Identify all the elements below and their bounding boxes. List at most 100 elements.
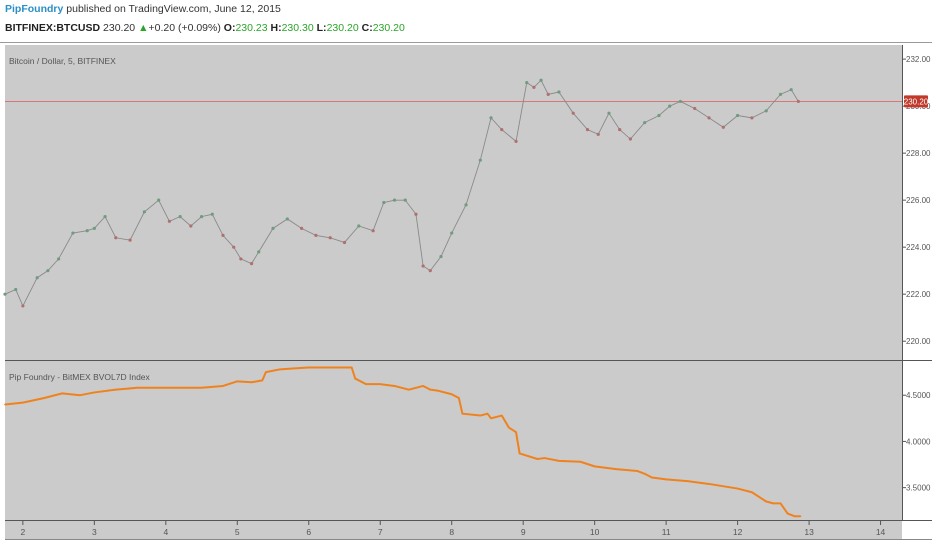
- price-point: [571, 111, 575, 115]
- price-point: [668, 104, 672, 108]
- low-label: L:: [316, 22, 327, 34]
- x-tick-label: 4: [163, 527, 168, 537]
- price-point: [300, 226, 304, 230]
- price-point: [271, 226, 275, 230]
- price-y-tick-label: 232.00: [906, 55, 931, 64]
- bvol-index-point: [236, 380, 239, 383]
- price-point: [464, 203, 468, 207]
- bvol-index-line: [4, 366, 801, 518]
- x-tick-label: 14: [876, 527, 886, 537]
- price-point: [607, 111, 611, 115]
- price-point: [92, 226, 96, 230]
- bvol-index-point: [500, 414, 503, 417]
- price-pane[interactable]: [5, 45, 902, 360]
- bvol-index-point: [261, 379, 264, 382]
- x-tick-label: 10: [590, 527, 600, 537]
- price-point: [199, 215, 204, 219]
- last-price: 230.20: [103, 22, 136, 34]
- bvol-index-point: [515, 431, 517, 433]
- bvol-index-point: [114, 388, 117, 391]
- x-axis-bar[interactable]: [5, 521, 902, 539]
- low-value: 230.20: [326, 22, 359, 34]
- bvol-index-point: [579, 460, 582, 463]
- bvol-index-point: [751, 491, 753, 494]
- price-point: [721, 125, 725, 129]
- price-point: [764, 109, 768, 113]
- indicator-series: [4, 366, 802, 518]
- price-point: [371, 229, 375, 233]
- price-point: [439, 254, 443, 259]
- price-point: [103, 215, 107, 219]
- bvol-index-point: [336, 366, 339, 369]
- x-tick-label: 12: [733, 527, 743, 537]
- symbol-info-line: BITFINEX:BTCUSD 230.20 ▲+0.20 (+0.09%) O…: [5, 22, 405, 34]
- x-tick-label: 3: [92, 527, 97, 537]
- x-tick-label: 6: [306, 527, 311, 537]
- bvol-index-point: [793, 515, 796, 518]
- bvol-index-point: [458, 397, 460, 399]
- symbol-name[interactable]: BITFINEX:BTCUSD: [5, 22, 101, 34]
- x-tick-label: 5: [235, 527, 240, 537]
- x-tick-label: 9: [521, 527, 526, 537]
- price-point: [314, 233, 318, 238]
- price-point: [239, 257, 243, 261]
- open-value: 230.23: [235, 22, 268, 34]
- indicator-pane[interactable]: [5, 361, 902, 520]
- bvol-index-point: [222, 385, 224, 387]
- bvol-index-point: [518, 452, 521, 455]
- price-point: [478, 158, 482, 162]
- bvol-index-point: [543, 457, 546, 459]
- price-y-tick-label: 226.00: [906, 196, 931, 205]
- up-arrow-icon: ▲: [138, 22, 149, 34]
- x-tick-label: 11: [662, 527, 671, 537]
- price-point: [789, 88, 793, 92]
- high-value: 230.30: [281, 22, 314, 34]
- bvol-index-point: [4, 403, 6, 406]
- indicator-pane-title: Pip Foundry - BitMEX BVOL7D Index: [9, 372, 151, 382]
- price-point: [167, 219, 171, 223]
- bvol-index-point: [200, 387, 203, 389]
- price-point: [392, 198, 397, 202]
- price-point: [257, 250, 261, 254]
- price-point: [328, 236, 332, 240]
- x-tick-label: 7: [378, 527, 383, 537]
- price-point: [736, 113, 740, 118]
- price-point: [428, 269, 432, 273]
- indicator-y-tick-label: 4.0000: [906, 437, 931, 446]
- price-point: [489, 116, 493, 120]
- price-point: [3, 292, 7, 296]
- svg-text:230.20: 230.20: [904, 97, 929, 106]
- chart-canvas[interactable]: 220.00222.00224.00226.00228.00230.00232.…: [0, 43, 932, 550]
- chart-header: PipFoundry published on TradingView.com,…: [0, 0, 932, 43]
- bvol-index-point: [93, 391, 96, 394]
- bvol-index-point: [408, 388, 410, 391]
- bvol-index-point: [736, 487, 739, 490]
- close-value: 230.20: [372, 22, 405, 34]
- bvol-index-point: [354, 377, 357, 380]
- bvol-index-point: [350, 366, 353, 369]
- price-y-tick-label: 222.00: [906, 290, 931, 299]
- open-label: O:: [223, 22, 236, 34]
- bvol-index-point: [43, 397, 46, 399]
- bvol-index-point: [379, 383, 382, 385]
- price-point: [657, 113, 661, 118]
- price-point: [421, 264, 425, 268]
- bvol-index-point: [429, 388, 432, 391]
- price-change: +0.20 (+0.09%): [148, 22, 221, 34]
- price-point: [128, 238, 132, 242]
- price-point: [114, 236, 118, 240]
- price-point: [643, 120, 647, 125]
- price-y-tick-label: 224.00: [906, 243, 931, 252]
- x-axis[interactable]: 2 3 4 5 6 7 8 9 10 11 12 13 14: [21, 521, 886, 537]
- x-tick-label: 8: [449, 527, 454, 537]
- bvol-index-point: [179, 387, 181, 389]
- bvol-index-point: [61, 392, 63, 395]
- bvol-index-point: [436, 389, 439, 392]
- bvol-index-point: [265, 371, 267, 373]
- price-point: [585, 128, 590, 132]
- price-point: [750, 116, 754, 120]
- bvol-index-point: [250, 381, 253, 384]
- author-link[interactable]: PipFoundry: [5, 3, 64, 15]
- bvol-index-point: [508, 426, 510, 429]
- price-point: [46, 269, 50, 273]
